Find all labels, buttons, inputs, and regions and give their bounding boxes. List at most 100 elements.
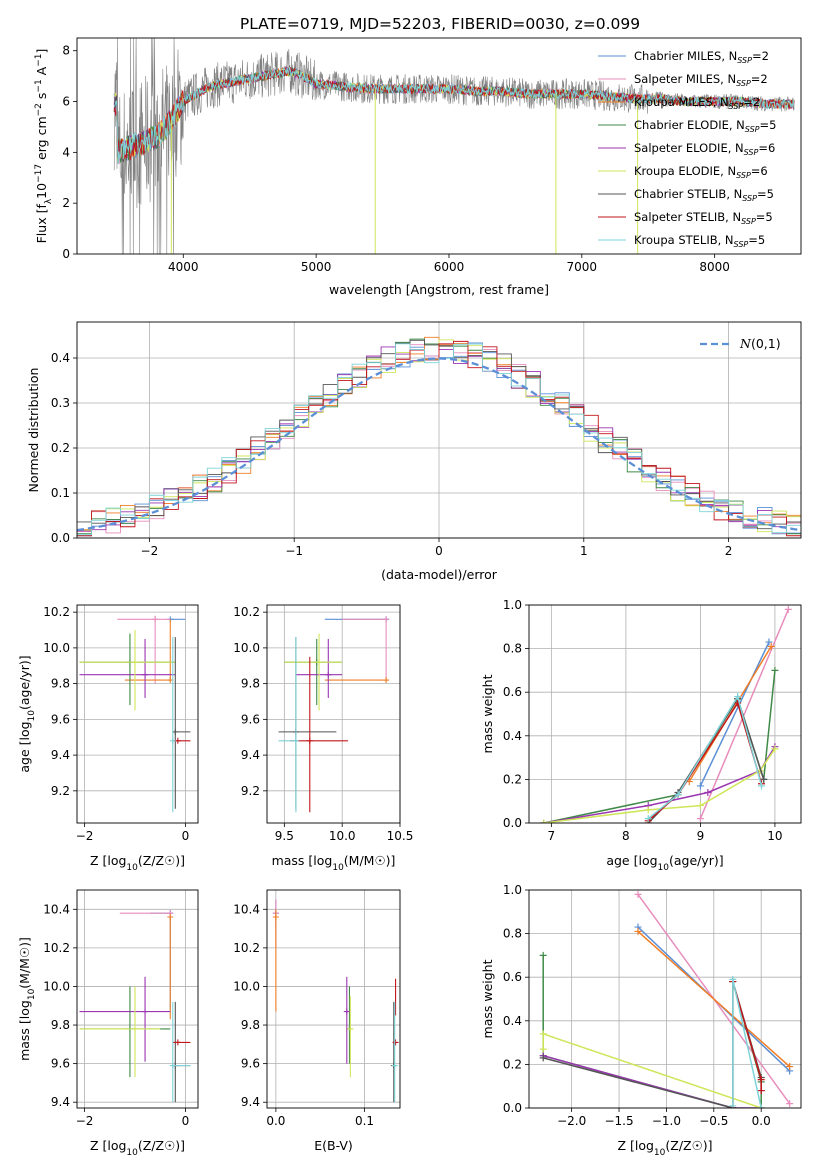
weight-marker <box>644 815 652 823</box>
legend-entry: Kroupa MILES, NSSP=2 <box>634 95 760 111</box>
x-tick-label: −2 <box>76 1114 94 1128</box>
label-part: 10 <box>332 863 344 873</box>
label-part: s <box>34 93 49 104</box>
y-tick-label: 9.6 <box>51 712 70 726</box>
label-part: mass [ <box>272 853 314 868</box>
legend-sub: SSP <box>742 194 757 203</box>
weight-marker <box>765 638 773 646</box>
weight-line-salpeter_miles <box>699 609 789 819</box>
label-part: (age/yr)] <box>669 853 724 868</box>
x-tick-label: 0.1 <box>355 1114 374 1128</box>
y-tick-label: 9.2 <box>51 784 70 798</box>
legend-tail: =5 <box>760 118 777 132</box>
weight-marker <box>704 788 712 796</box>
y-tick-label: 6 <box>62 95 70 109</box>
y-tick-label: 9.8 <box>241 1018 260 1032</box>
data-point <box>169 737 176 744</box>
data-point <box>306 737 313 744</box>
label-part: 10 <box>34 183 49 199</box>
y-tick-label: 0.8 <box>503 927 522 941</box>
y-tick-label: 10.0 <box>233 641 260 655</box>
x-tick-label: −2.0 <box>557 1114 586 1128</box>
legend-sub: SSP <box>729 102 744 111</box>
residuals-xlabel: (data-model)/error <box>381 567 498 582</box>
weight-line-kroupa_miles <box>637 930 791 1068</box>
label-part: ] <box>34 49 49 54</box>
x-tick-label: 7000 <box>567 260 598 274</box>
y-tick-label: 10.0 <box>233 979 260 993</box>
label-part: log <box>107 1138 126 1153</box>
y-tick-label: 10.2 <box>43 605 70 619</box>
y-tick-label: 10.2 <box>233 941 260 955</box>
label-part: −1 <box>34 79 44 92</box>
x-tick-label: 10 <box>767 829 782 843</box>
data-point <box>316 659 323 666</box>
x-tick-label: 10.5 <box>387 829 414 843</box>
legend-main: Kroupa STELIB, N <box>634 233 734 247</box>
weight_vs_age-lines <box>540 605 792 823</box>
x-tick-label: 0.0 <box>266 1114 285 1128</box>
spectrum-ylabel: Flux [fλ10−17 erg cm−2 s−1 A−1] <box>34 49 54 244</box>
data-point <box>167 914 174 921</box>
legend-sub: SSP <box>737 56 752 65</box>
weight-marker <box>696 802 704 810</box>
y-tick-label: 9.4 <box>51 1095 70 1109</box>
histogram-kroupa_stelib <box>77 343 801 536</box>
mass_vs_z-xlabel: Z [log10(Z/Z☉)] <box>90 1138 185 1158</box>
label-part: (M/M☉)] <box>344 853 396 868</box>
mass_vs_ebv-xlabel: E(B-V) <box>314 1138 353 1153</box>
data-point <box>383 677 390 684</box>
weight-marker <box>771 666 779 674</box>
age_vs_mass-axes: 9.5 10.0 10.5 9.2 9.4 9.6 9.8 10.0 10.2 <box>233 605 413 843</box>
legend-tail: =2 <box>752 49 769 63</box>
weight-marker <box>784 605 792 613</box>
age_vs_z-ylabel: age [log10(age/yr)] <box>17 655 37 772</box>
legend-main: Salpeter STELIB, N <box>634 210 741 224</box>
label-part: Z [ <box>90 853 107 868</box>
label-part: ux [f <box>34 204 49 233</box>
label-part: −1 <box>34 53 44 66</box>
label-part: erg cm <box>34 116 49 164</box>
legend-entry: Salpeter STELIB, NSSP=5 <box>634 210 773 226</box>
y-tick-label: 0.2 <box>51 441 70 455</box>
label-part: log <box>313 853 332 868</box>
label-part: A <box>34 66 49 79</box>
data-point <box>131 1025 138 1032</box>
weight_vs_age-xlabel: age [log10(age/yr)] <box>606 853 723 873</box>
label-part: λ <box>44 198 54 204</box>
label-part: log <box>17 721 32 740</box>
y-tick-label: 4 <box>62 145 70 159</box>
y-tick-label: 9.6 <box>51 1057 70 1071</box>
label-part: (age/yr)] <box>17 655 32 710</box>
legend-sub: SSP <box>734 240 749 249</box>
legend-entry: Salpeter MILES, NSSP=2 <box>634 72 768 88</box>
y-tick-label: 9.6 <box>241 1057 260 1071</box>
legend-tail: =6 <box>758 141 775 155</box>
label-part: mass [ <box>17 1019 32 1061</box>
y-tick-label: 10.2 <box>233 605 260 619</box>
weight_vs_z-xlabel: Z [log10(Z/Z☉)] <box>617 1138 712 1158</box>
y-tick-label: 9.4 <box>241 1095 260 1109</box>
x-tick-label: 0.0 <box>752 1114 771 1128</box>
mass_vs_z-frame <box>76 889 199 1109</box>
weight-line-salpeter_elodie <box>543 1054 762 1108</box>
residuals-ylabel: Normed distribution <box>26 368 41 493</box>
weight-line-kroupa_elodie <box>542 1032 762 1108</box>
label-part: age [ <box>17 741 32 773</box>
label-part: (Z/Z☉)] <box>665 1138 712 1153</box>
y-tick-label: 0.8 <box>503 642 522 656</box>
label-part: E(B-V) <box>314 1138 353 1153</box>
legend-sub: SSP <box>736 171 751 180</box>
model-line-kroupa_stelib <box>113 66 795 165</box>
y-tick-label: 0 <box>62 247 70 261</box>
weight_vs_z-axes: −2.0 −1.5 −1.0 −0.5 0.0 0.0 0.2 0.4 0.6 0.8 1.0 <box>503 883 801 1128</box>
legend-args: (0,1) <box>751 336 781 351</box>
legend-main: Chabrier STELIB, N <box>634 187 742 201</box>
age_vs_mass-xlabel: mass [log10(M/M☉)] <box>272 853 396 873</box>
legend-sub: SSP <box>744 148 759 157</box>
label-part: log <box>638 853 657 868</box>
label-part: (M/M☉)] <box>17 937 32 989</box>
legend-main: Kroupa MILES, N <box>634 95 729 109</box>
legend-entry: N(0,1) <box>739 336 781 351</box>
